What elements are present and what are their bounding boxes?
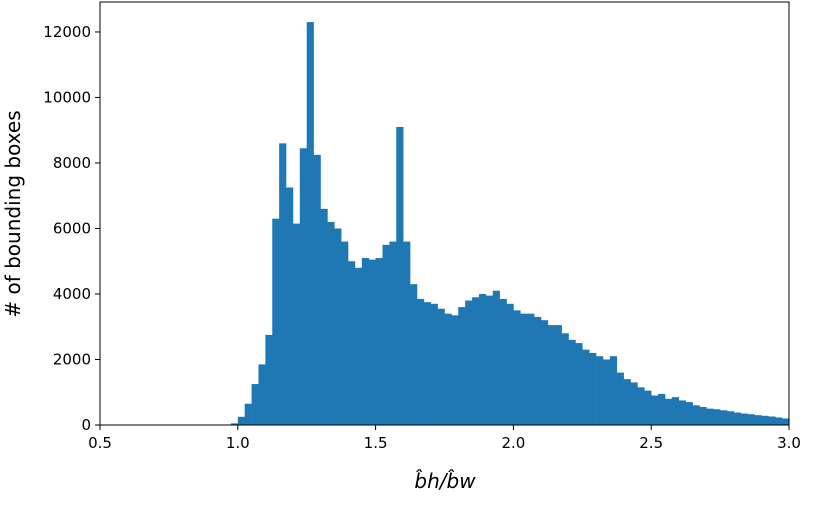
bar [630, 382, 638, 425]
bar [258, 364, 266, 425]
bar [354, 267, 363, 425]
bar [478, 293, 487, 425]
bar [726, 411, 735, 425]
bar [492, 290, 500, 425]
bar [520, 313, 528, 425]
bar [761, 415, 769, 425]
bar [699, 406, 707, 425]
bar [664, 398, 673, 425]
bar [416, 298, 425, 425]
bar [368, 259, 376, 425]
bar [423, 302, 432, 425]
bar [589, 352, 597, 425]
bar [244, 403, 252, 425]
bar [361, 257, 370, 425]
bar [768, 416, 776, 425]
x-tick-label: 1.0 [226, 434, 250, 452]
bar [596, 356, 604, 425]
x-tick-label: 1.5 [364, 434, 388, 452]
bar [582, 349, 590, 425]
bar [602, 359, 611, 425]
bar [334, 228, 342, 425]
bar [341, 241, 349, 425]
bar [658, 393, 666, 425]
bar [671, 397, 680, 425]
bar [320, 208, 328, 425]
bar [272, 218, 280, 425]
bar [348, 261, 356, 425]
bar [485, 295, 494, 425]
bar [540, 320, 549, 425]
x-tick-label: 2.0 [501, 434, 525, 452]
bar [327, 221, 335, 425]
bar [382, 244, 390, 425]
bar [527, 313, 535, 425]
y-tick-label: 8000 [53, 154, 91, 172]
bar [706, 408, 714, 425]
bar [451, 315, 459, 425]
x-tick-label: 2.5 [639, 434, 663, 452]
bar [733, 412, 742, 425]
bar [306, 22, 314, 426]
bar [534, 316, 542, 425]
bar [616, 372, 624, 425]
y-tick-label: 0 [81, 416, 91, 434]
bar [499, 298, 507, 425]
bar [568, 339, 576, 425]
bar [740, 413, 748, 425]
bar [720, 410, 728, 425]
y-tick-label: 12000 [43, 23, 91, 41]
bar [747, 414, 755, 425]
bar [389, 241, 397, 425]
bar [292, 223, 301, 425]
bar [554, 325, 562, 425]
bar [286, 187, 294, 425]
bar [279, 143, 287, 426]
bar [547, 325, 556, 425]
bar [444, 313, 452, 425]
bar [623, 379, 631, 425]
bar [713, 409, 721, 425]
bar [396, 126, 404, 425]
bar [561, 333, 569, 425]
bar [637, 387, 645, 425]
y-tick-label: 2000 [53, 350, 91, 368]
bar [692, 405, 700, 425]
x-axis-label: b̂h/b̂w [414, 469, 476, 493]
plot-frame [99, 1, 790, 426]
bar [410, 284, 418, 425]
bar [754, 415, 762, 425]
bar [644, 390, 652, 425]
bar [230, 423, 239, 425]
y-tick-label: 10000 [43, 88, 91, 106]
bar [237, 416, 245, 425]
bar [458, 307, 466, 425]
bar [685, 402, 693, 425]
bar [265, 334, 273, 425]
bar [782, 418, 790, 425]
bar [609, 356, 618, 425]
bar [651, 395, 659, 425]
bar [437, 308, 445, 425]
bar [465, 300, 473, 425]
x-tick-label: 0.5 [88, 434, 112, 452]
bar [575, 343, 583, 425]
bar [313, 154, 321, 425]
y-tick-label: 6000 [53, 219, 91, 237]
bar [430, 303, 438, 425]
y-tick-label: 4000 [53, 285, 91, 303]
bar [775, 417, 783, 425]
bar [403, 241, 411, 425]
bar [299, 148, 307, 425]
bar [678, 400, 686, 425]
bar [506, 303, 514, 425]
bar [513, 310, 521, 425]
y-axis-label: # of bounding boxes [1, 110, 25, 317]
x-tick-label: 3.0 [777, 434, 801, 452]
bar [375, 257, 383, 425]
bar [251, 384, 259, 425]
bar [472, 297, 480, 425]
